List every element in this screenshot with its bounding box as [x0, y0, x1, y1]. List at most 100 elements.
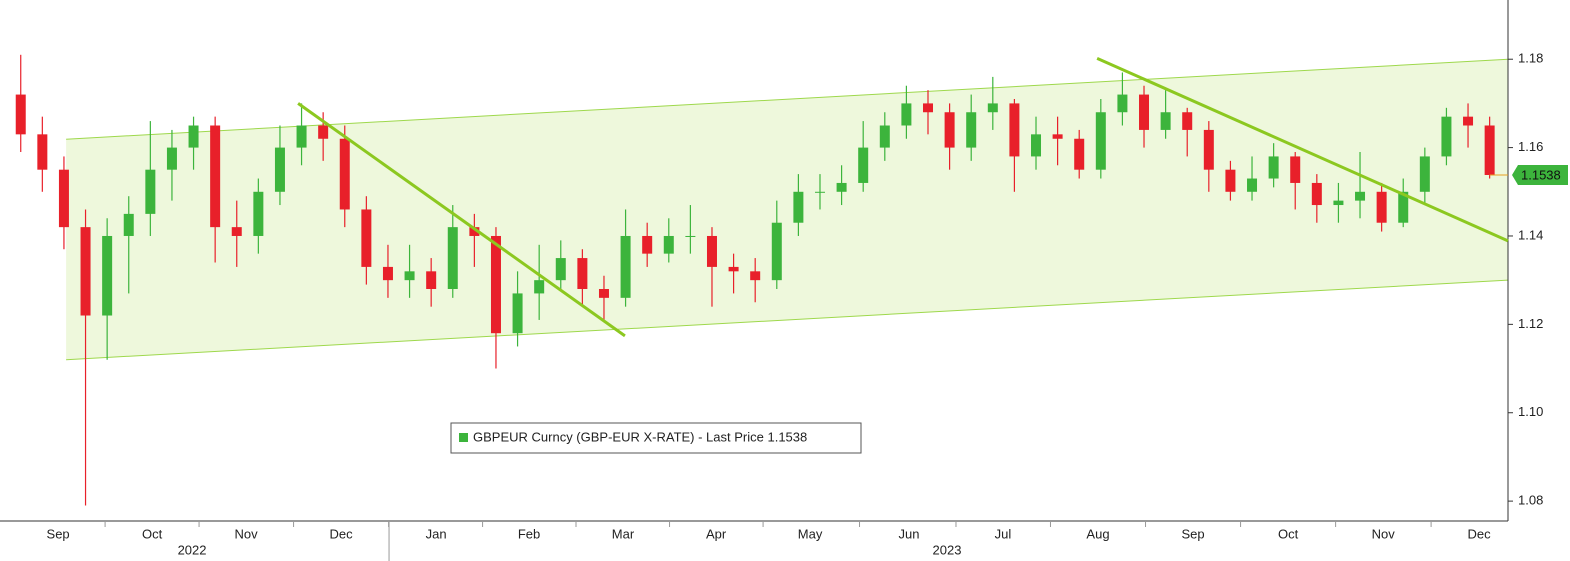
candle-body — [274, 147, 285, 192]
candle-body — [793, 191, 804, 223]
candle-body — [534, 280, 545, 294]
y-tick-label: 1.08 — [1518, 493, 1543, 508]
candle-body — [188, 125, 199, 148]
candle-body — [1355, 191, 1366, 201]
y-tick-label: 1.14 — [1518, 227, 1543, 242]
candle-body — [166, 147, 177, 170]
candle-body — [382, 266, 393, 281]
trendline — [297, 102, 626, 338]
year-label: 2022 — [178, 542, 207, 557]
x-tick-label: Oct — [1278, 526, 1299, 541]
x-tick-label: Feb — [518, 526, 540, 541]
candle-body — [1139, 94, 1150, 130]
candle-body — [318, 125, 329, 139]
legend-swatch — [459, 433, 468, 442]
trendline — [1096, 56, 1509, 243]
candle-body — [598, 289, 609, 298]
x-tick-label: Aug — [1086, 526, 1109, 541]
x-tick-label: Dec — [1467, 526, 1491, 541]
candle-body — [1117, 94, 1128, 113]
candle-body — [923, 103, 933, 113]
candle-body — [1398, 191, 1409, 223]
x-tick-label: Oct — [142, 526, 163, 541]
x-tick-label: May — [798, 526, 823, 541]
candle-body — [944, 112, 955, 148]
candle-body — [814, 191, 825, 193]
x-tick-label: Sep — [47, 526, 70, 541]
candle-body — [750, 271, 761, 281]
candle-body — [1247, 178, 1258, 192]
candle-body — [1160, 112, 1171, 130]
candle-body — [685, 235, 696, 237]
candle-body — [102, 235, 113, 316]
x-tick-label: Nov — [234, 526, 258, 541]
legend-box — [450, 422, 862, 454]
candle-body — [663, 235, 674, 254]
candle-body — [1333, 200, 1344, 206]
candle-body — [1268, 156, 1279, 179]
candle-body — [1095, 112, 1106, 170]
candle-body — [490, 235, 501, 334]
candle-body — [1290, 156, 1301, 183]
candle-body — [253, 191, 264, 236]
candle-body — [123, 213, 134, 236]
candle-body — [361, 209, 372, 267]
candle-body — [1225, 169, 1236, 192]
candle-body — [1009, 103, 1020, 157]
candle-body — [426, 271, 437, 290]
candle-body — [879, 125, 890, 148]
candle-body — [706, 235, 717, 267]
y-tick-label: 1.10 — [1518, 404, 1543, 419]
last-price-label: 1.1538 — [1521, 167, 1561, 182]
candle-body — [339, 138, 350, 210]
candle-body — [1203, 129, 1214, 170]
channel-line — [66, 279, 1509, 361]
x-tick-label: Nov — [1372, 526, 1396, 541]
candle-body — [577, 258, 588, 290]
candle-body — [836, 182, 847, 192]
candle-body — [1052, 134, 1063, 139]
candle-body — [555, 258, 566, 281]
candle-body — [1376, 191, 1387, 223]
candle-body — [1441, 116, 1452, 157]
y-tick-label: 1.16 — [1518, 139, 1543, 154]
candle-body — [987, 103, 998, 113]
candle-body — [1074, 138, 1085, 170]
candle-body — [15, 94, 26, 135]
x-tick-label: Jun — [899, 526, 920, 541]
candle-body — [1182, 112, 1193, 130]
candle-body — [1031, 134, 1042, 157]
x-tick-label: Dec — [330, 526, 354, 541]
candle-body — [210, 125, 221, 228]
candle-body — [771, 222, 782, 281]
candle-body — [37, 134, 48, 170]
candle-body — [1463, 116, 1474, 126]
x-tick-label: Sep — [1181, 526, 1204, 541]
candle-body — [469, 227, 480, 236]
candle-body — [1311, 182, 1322, 206]
x-tick-label: Mar — [612, 526, 635, 541]
y-tick-label: 1.12 — [1518, 316, 1543, 331]
candle-body — [404, 271, 415, 281]
candle-body — [231, 227, 242, 236]
legend-text: GBPEUR Curncy (GBP-EUR X-RATE) - Last Pr… — [473, 429, 807, 444]
candle-body — [1484, 125, 1495, 175]
x-tick-label: Apr — [706, 526, 727, 541]
candle-body — [145, 169, 156, 214]
x-tick-label: Jan — [426, 526, 447, 541]
candle-body — [858, 147, 869, 183]
y-tick-label: 1.18 — [1518, 51, 1543, 66]
candle-body — [642, 235, 653, 254]
year-label: 2023 — [933, 542, 962, 557]
candle-body — [966, 112, 977, 148]
last-price-tag — [1512, 164, 1568, 185]
candle-body — [620, 235, 631, 298]
candle-body — [58, 169, 69, 228]
candle-body — [296, 125, 307, 148]
candle-body — [901, 103, 912, 126]
legend: GBPEUR Curncy (GBP-EUR X-RATE) - Last Pr… — [450, 422, 862, 454]
candle-body — [80, 227, 91, 316]
candle-body — [728, 266, 739, 272]
candle-body — [512, 293, 523, 334]
